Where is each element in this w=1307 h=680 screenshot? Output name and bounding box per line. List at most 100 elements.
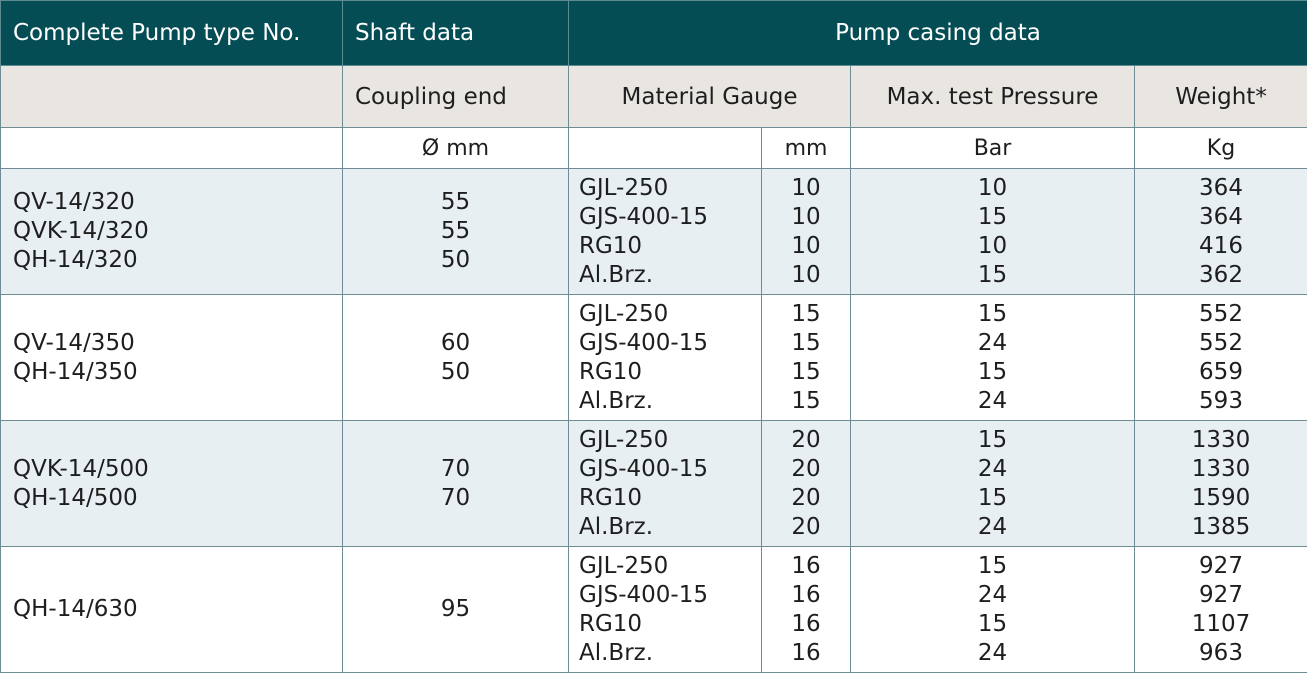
- material-value: RG10: [579, 610, 643, 637]
- pump-type-cell: QVK-14/500 QH-14/500: [0, 420, 343, 547]
- gauge-value: 10: [791, 174, 821, 201]
- weight-value: 364: [1199, 174, 1243, 201]
- gauge-value: 20: [791, 455, 821, 482]
- table-row: QVK-14/500 QH-14/500 70 70 GJL-250 GJS-400-15…: [0, 420, 1307, 547]
- table-row: QV-14/350 QH-14/350 60 50 GJL-250 GJS-400-15 R…: [0, 294, 1307, 421]
- material-value: GJS-400-15: [579, 455, 708, 482]
- shaft-diameter-cell: 70 70: [342, 420, 569, 547]
- gauge-value: 20: [791, 484, 821, 511]
- material-cell: GJL-250 GJS-400-15 RG10 Al.Brz.: [568, 546, 762, 673]
- pressure-value: 15: [977, 261, 1008, 288]
- weight-value: 1330: [1191, 455, 1251, 482]
- pump-type-value: QH-14/500: [13, 484, 138, 511]
- unit-gauge: mm: [761, 127, 851, 169]
- pressure-value: 15: [977, 552, 1008, 579]
- pump-type-value: QVK-14/500: [13, 455, 149, 482]
- gauge-cell: 10 10 10 10: [761, 168, 851, 295]
- pressure-cell: 15 24 15 24: [850, 546, 1135, 673]
- pressure-value: 10: [977, 174, 1008, 201]
- material-value: GJL-250: [579, 552, 669, 579]
- weight-value: 364: [1199, 203, 1243, 230]
- material-value: Al.Brz.: [579, 387, 654, 414]
- gauge-value: 20: [791, 426, 821, 453]
- pump-type-cell: QH-14/630: [0, 546, 343, 673]
- weight-cell: 1330 1330 1590 1385: [1133, 420, 1307, 547]
- pressure-value: 24: [977, 513, 1008, 540]
- material-cell: GJL-250 GJS-400-15 RG10 Al.Brz.: [568, 420, 762, 547]
- material-cell: GJL-250 GJS-400-15 RG10 Al.Brz.: [568, 168, 762, 295]
- subheader-weight: Weight*: [1133, 65, 1307, 128]
- gauge-value: 15: [791, 387, 821, 414]
- material-value: GJS-400-15: [579, 329, 708, 356]
- gauge-value: 15: [791, 300, 821, 327]
- weight-value: 927: [1199, 552, 1243, 579]
- material-value: Al.Brz.: [579, 639, 654, 666]
- unit-pressure: Bar: [850, 127, 1135, 169]
- weight-cell: 552 552 659 593: [1133, 294, 1307, 421]
- material-value: GJL-250: [579, 300, 669, 327]
- shaft-diameter-cell: 55 55 50: [342, 168, 569, 295]
- material-value: GJS-400-15: [579, 581, 708, 608]
- pressure-value: 24: [977, 387, 1008, 414]
- weight-value: 552: [1199, 329, 1243, 356]
- gauge-value: 16: [791, 610, 821, 637]
- table-row: QV-14/320 QVK-14/320 QH-14/320 55 55 50 GJL-25…: [0, 168, 1307, 295]
- subheader-max-test-pressure: Max. test Pressure: [850, 65, 1135, 128]
- pressure-value: 15: [977, 300, 1008, 327]
- shaft-diameter-value: 95: [440, 596, 471, 622]
- gauge-value: 16: [791, 552, 821, 579]
- material-value: GJL-250: [579, 174, 669, 201]
- pump-type-value: QH-14/320: [13, 247, 138, 273]
- pump-type-value: QH-14/630: [13, 596, 138, 622]
- pump-type-value: QH-14/350: [13, 358, 138, 385]
- weight-value: 1330: [1191, 426, 1251, 453]
- pressure-value: 15: [977, 358, 1008, 385]
- pressure-cell: 15 24 15 24: [850, 294, 1135, 421]
- gauge-value: 16: [791, 581, 821, 608]
- pressure-value: 10: [977, 232, 1008, 259]
- gauge-cell: 20 20 20 20: [761, 420, 851, 547]
- shaft-diameter-value: 55: [440, 218, 471, 244]
- table-row: QH-14/630 95 GJL-250 GJS-400-15 RG10 Al.Brz. 1…: [0, 546, 1307, 673]
- pressure-value: 24: [977, 581, 1008, 608]
- unit-shaft: Ø mm: [342, 127, 569, 169]
- weight-value: 1385: [1191, 513, 1251, 540]
- gauge-value: 15: [791, 358, 821, 385]
- material-value: Al.Brz.: [579, 513, 654, 540]
- unit-weight: Kg: [1133, 127, 1307, 169]
- gauge-cell: 16 16 16 16: [761, 546, 851, 673]
- subheader-row: Coupling end Material Gauge Max. test Pr…: [0, 65, 1307, 128]
- pressure-value: 15: [977, 610, 1008, 637]
- pump-type-value: QV-14/350: [13, 329, 135, 356]
- material-value: GJS-400-15: [579, 203, 708, 230]
- weight-value: 927: [1199, 581, 1243, 608]
- weight-value: 552: [1199, 300, 1243, 327]
- gauge-value: 16: [791, 639, 821, 666]
- pump-type-value: QV-14/320: [13, 189, 135, 215]
- pressure-value: 24: [977, 455, 1008, 482]
- pump-type-cell: QV-14/320 QVK-14/320 QH-14/320: [0, 168, 343, 295]
- weight-value: 1107: [1191, 610, 1251, 637]
- pressure-cell: 10 15 10 15: [850, 168, 1135, 295]
- material-value: RG10: [579, 358, 643, 385]
- weight-cell: 927 927 1107 963: [1133, 546, 1307, 673]
- pressure-cell: 15 24 15 24: [850, 420, 1135, 547]
- subheader-empty: [0, 65, 343, 128]
- weight-value: 1590: [1191, 484, 1251, 511]
- pressure-value: 15: [977, 484, 1008, 511]
- header-pump-type: Complete Pump type No.: [0, 0, 343, 66]
- material-value: RG10: [579, 484, 643, 511]
- table-body: QV-14/320 QVK-14/320 QH-14/320 55 55 50 GJL-25…: [0, 168, 1307, 673]
- gauge-value: 20: [791, 513, 821, 540]
- pressure-value: 24: [977, 329, 1008, 356]
- shaft-diameter-value: 60: [440, 329, 471, 356]
- header-row: Complete Pump type No. Shaft data Pump c…: [0, 0, 1307, 66]
- weight-value: 593: [1199, 387, 1243, 414]
- shaft-diameter-cell: 60 50: [342, 294, 569, 421]
- gauge-value: 10: [791, 203, 821, 230]
- material-value: RG10: [579, 232, 643, 259]
- weight-value: 659: [1199, 358, 1243, 385]
- weight-value: 416: [1199, 232, 1243, 259]
- pump-type-value: QVK-14/320: [13, 218, 149, 244]
- pressure-value: 15: [977, 203, 1008, 230]
